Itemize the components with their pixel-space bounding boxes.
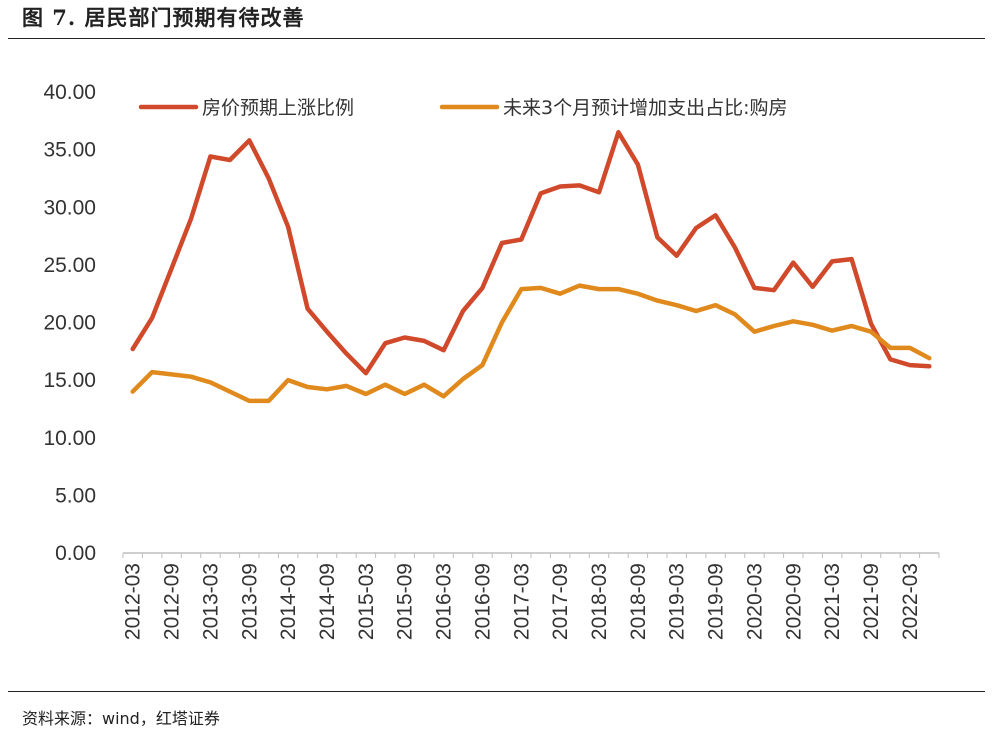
- x-tick-label: 2021-09: [860, 563, 883, 640]
- x-tick-label: 2020-09: [782, 563, 805, 640]
- x-axis: 2012-03 2012-09 2013-03 2013-09 2014-03 2014-…: [122, 552, 940, 640]
- y-tick-label: 15.00: [43, 369, 96, 392]
- figure-title: 图 7. 居民部门预期有待改善: [22, 5, 305, 30]
- y-tick-label: 35.00: [43, 139, 96, 162]
- y-tick-label: 20.00: [43, 312, 96, 335]
- x-tick-label: 2019-09: [705, 563, 728, 640]
- x-tick-label: 2020-03: [743, 563, 766, 640]
- y-tick-label: 40.00: [43, 81, 96, 104]
- x-tick-label: 2019-03: [666, 563, 689, 640]
- legend-label-0: 房价预期上涨比例: [202, 97, 354, 119]
- x-tick-label: 2012-03: [122, 563, 145, 640]
- x-tick-label: 2013-09: [238, 563, 261, 640]
- legend-label-1: 未来3个月预计增加支出占比:购房: [503, 97, 788, 119]
- y-tick-label: 5.00: [55, 484, 96, 507]
- y-tick-label: 10.00: [43, 427, 96, 450]
- x-tick-label: 2014-09: [316, 563, 339, 640]
- x-tick-label: 2018-09: [627, 563, 650, 640]
- x-tick-label: 2017-03: [510, 563, 533, 640]
- series-line-0: [130, 130, 932, 376]
- x-tick-label: 2017-09: [549, 563, 572, 640]
- x-tick-label: 2012-09: [161, 563, 184, 640]
- y-tick-label: 0.00: [55, 542, 96, 565]
- x-tick-label: 2022-03: [899, 563, 922, 640]
- x-tick-label: 2018-03: [588, 563, 611, 640]
- y-tick-label: 30.00: [43, 196, 96, 219]
- x-tick-label: 2014-03: [277, 563, 300, 640]
- bottom-rule: [8, 691, 985, 692]
- source-note: 资料来源：wind，红塔证券: [22, 709, 220, 728]
- series-line-1: [130, 283, 932, 404]
- x-tick-label: 2016-03: [433, 563, 456, 640]
- y-axis: 0.00 5.00 10.00 15.00 20.00 25.00 30.00 35.00 40…: [43, 81, 96, 565]
- x-tick-label: 2016-09: [471, 563, 494, 640]
- top-rule: [8, 38, 985, 39]
- x-tick-label: 2015-03: [355, 563, 378, 640]
- series-lines: [130, 130, 932, 404]
- y-tick-label: 25.00: [43, 254, 96, 277]
- x-tick-label: 2015-09: [394, 563, 417, 640]
- line-chart: 0.00 5.00 10.00 15.00 20.00 25.00 30.00 35.00 40…: [43, 81, 940, 640]
- x-tick-label: 2013-03: [199, 563, 222, 640]
- legend: 房价预期上涨比例 未来3个月预计增加支出占比:购房: [138, 97, 788, 119]
- x-tick-label: 2021-03: [821, 563, 844, 640]
